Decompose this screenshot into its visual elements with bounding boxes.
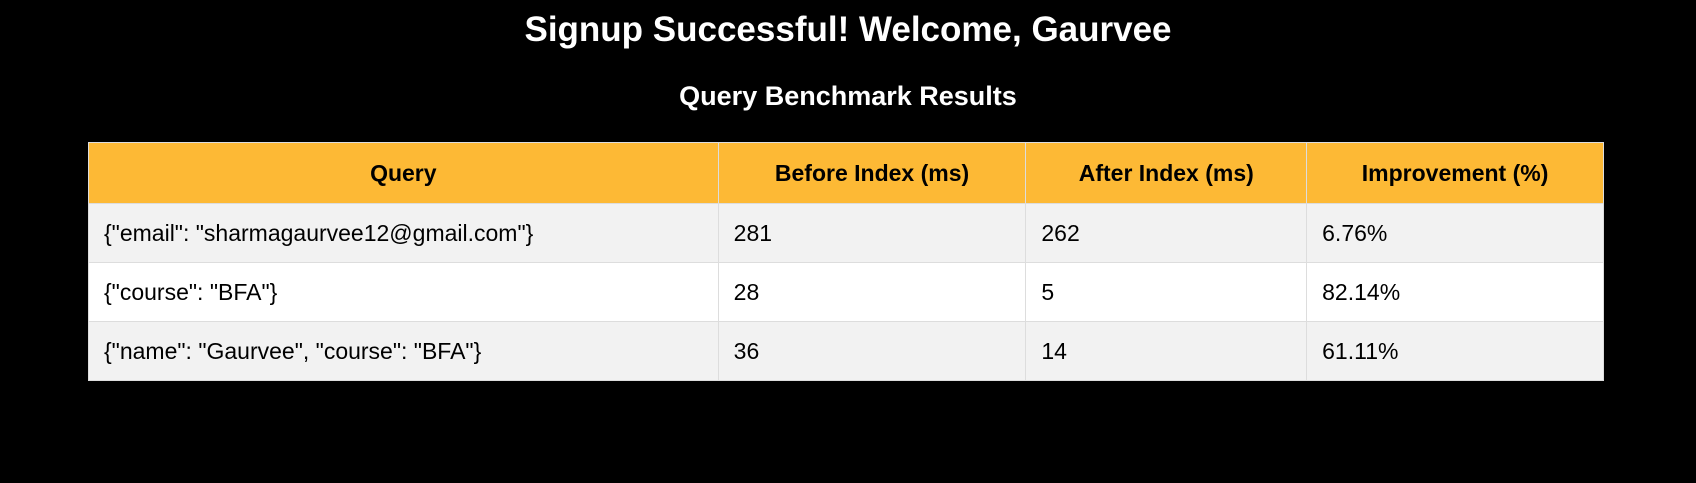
table-header: Query Before Index (ms) After Index (ms)… (88, 142, 1604, 204)
table-body: {"email": "sharmagaurvee12@gmail.com"} 2… (88, 203, 1604, 381)
improvement-cell: 61.11% (1306, 321, 1604, 381)
after-index-cell: 5 (1025, 262, 1308, 322)
table-row: {"name": "Gaurvee", "course": "BFA"} 36 … (88, 321, 1604, 381)
column-header-before-index: Before Index (ms) (717, 142, 1027, 204)
before-index-cell: 36 (717, 321, 1027, 381)
query-cell: {"name": "Gaurvee", "course": "BFA"} (88, 321, 719, 381)
section-title: Query Benchmark Results (679, 81, 1017, 111)
page-title: Signup Successful! Welcome, Gaurvee (524, 10, 1172, 49)
query-cell: {"course": "BFA"} (88, 262, 719, 322)
after-index-cell: 14 (1025, 321, 1308, 381)
table-row: {"course": "BFA"} 28 5 82.14% (88, 262, 1604, 322)
table-header-row: Query Before Index (ms) After Index (ms)… (88, 142, 1604, 204)
column-header-after-index: After Index (ms) (1025, 142, 1308, 204)
column-header-query: Query (88, 142, 719, 204)
column-header-improvement: Improvement (%) (1306, 142, 1604, 204)
improvement-cell: 82.14% (1306, 262, 1604, 322)
table-row: {"email": "sharmagaurvee12@gmail.com"} 2… (88, 203, 1604, 263)
improvement-cell: 6.76% (1306, 203, 1604, 263)
query-cell: {"email": "sharmagaurvee12@gmail.com"} (88, 203, 719, 263)
before-index-cell: 28 (717, 262, 1027, 322)
benchmark-table: Query Before Index (ms) After Index (ms)… (88, 142, 1604, 381)
before-index-cell: 281 (717, 203, 1027, 263)
after-index-cell: 262 (1025, 203, 1308, 263)
